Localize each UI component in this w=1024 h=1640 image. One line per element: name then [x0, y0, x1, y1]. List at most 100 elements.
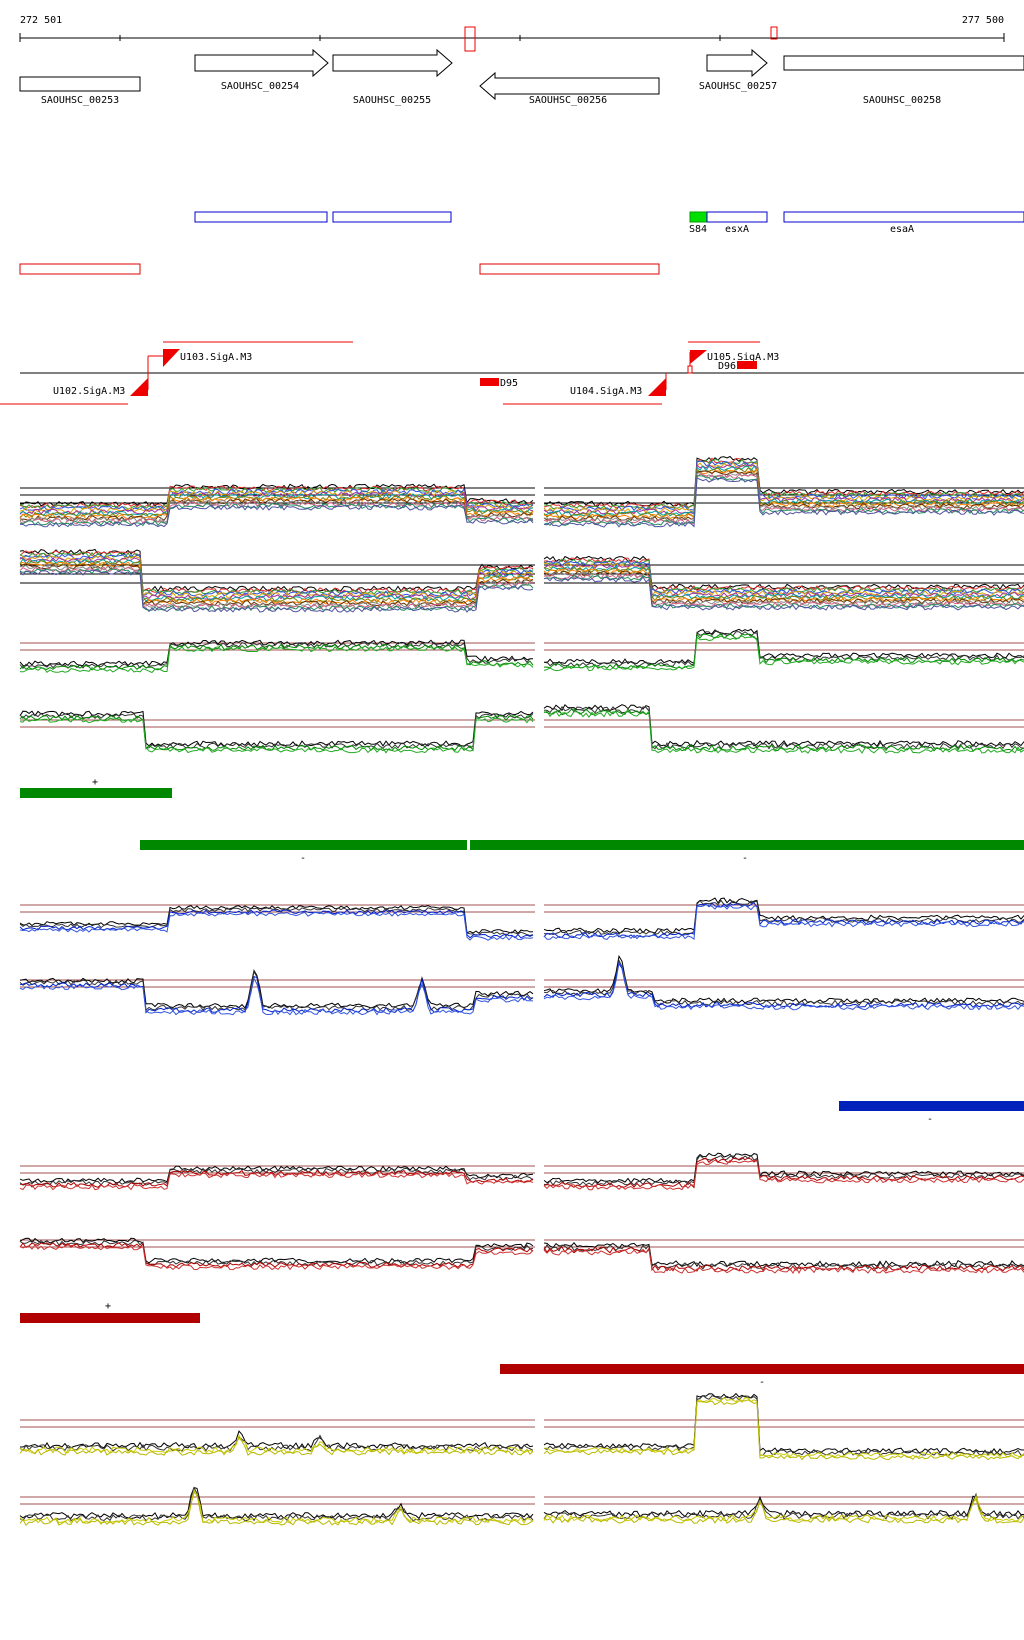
- signal-line: [19, 504, 534, 528]
- signal-line: [543, 563, 1024, 598]
- promoter-arrow[interactable]: [648, 378, 666, 396]
- feature-esxa[interactable]: [706, 211, 768, 223]
- signal-line: [543, 632, 1024, 670]
- gene-track: SAOUHSC_00253 SAOUHSC_00254 SAOUHSC_0025…: [19, 48, 1024, 106]
- signal-line: [543, 1242, 1024, 1268]
- signal-line: [19, 641, 533, 670]
- ruler-start-label: 272 501: [20, 15, 62, 26]
- signal-line: [543, 1157, 1024, 1189]
- feature-box[interactable]: [19, 263, 141, 275]
- ruler-marker: [464, 26, 476, 52]
- signal-line: [19, 977, 534, 1016]
- promoter-track: U103.SigA.M3 U102.SigA.M3 U104.SigA.M3 U…: [0, 341, 1024, 405]
- signal-line: [543, 1392, 1024, 1454]
- segment-strand-label: -: [300, 853, 306, 864]
- signal-line: [19, 1487, 534, 1520]
- promoter-label: U104.SigA.M3: [570, 386, 642, 397]
- signal-line: [19, 717, 534, 754]
- signal-line: [19, 1491, 534, 1527]
- signal-line: [19, 1242, 534, 1269]
- signal-line: [19, 495, 534, 519]
- signal-line: [543, 635, 1024, 672]
- gene-arrow-forward[interactable]: [332, 48, 453, 78]
- feature-label: S84: [689, 224, 707, 235]
- signal-line: [19, 496, 534, 520]
- signal-line: [543, 1497, 1024, 1524]
- signal-line: [19, 551, 534, 596]
- signal-line: [19, 567, 534, 612]
- signal-line: [19, 712, 534, 749]
- signal-line: [19, 1486, 534, 1522]
- feature-box[interactable]: [479, 263, 660, 275]
- feature-track-blue: S84 esxA esaA: [194, 211, 1024, 235]
- signal-line: [19, 975, 534, 1014]
- feature-box[interactable]: [332, 211, 452, 223]
- segment-bar-green[interactable]: [470, 840, 1024, 850]
- ruler-marker: [770, 26, 778, 40]
- feature-track-red: [19, 263, 660, 275]
- signal-line: [543, 1248, 1024, 1274]
- segment-strand-label: -: [759, 1377, 765, 1388]
- gene-label: SAOUHSC_00258: [863, 95, 941, 106]
- signal-line: [543, 573, 1024, 608]
- signal-line: [543, 710, 1024, 754]
- signal-line: [19, 1239, 534, 1266]
- signal-line: [543, 455, 1024, 507]
- signal-line: [543, 958, 1024, 1007]
- signal-line: [19, 485, 534, 509]
- signal-line: [19, 553, 534, 597]
- gene-label: SAOUHSC_00257: [699, 81, 777, 92]
- signal-line: [19, 1167, 534, 1186]
- signal-line: [543, 472, 1024, 524]
- promoter-arrow[interactable]: [163, 349, 180, 367]
- signal-line: [19, 557, 534, 600]
- segment-strand-label: -: [742, 853, 748, 864]
- promoter-label: U105.SigA.M3: [707, 352, 779, 363]
- signal-line: [19, 1434, 534, 1454]
- signal-line: [19, 566, 534, 610]
- segment-bar-red[interactable]: [500, 1364, 1024, 1374]
- terminator-block[interactable]: [480, 378, 499, 386]
- feature-s84[interactable]: [689, 211, 708, 223]
- signal-line: [19, 1237, 534, 1264]
- promoter-arrow[interactable]: [130, 378, 148, 396]
- signal-line: [543, 703, 1024, 748]
- gene-arrow-forward[interactable]: [194, 48, 329, 78]
- segment-bar-blue[interactable]: [839, 1101, 1024, 1111]
- gene-label: SAOUHSC_00253: [41, 95, 119, 106]
- signal-line: [543, 576, 1024, 611]
- signal-line: [19, 558, 534, 602]
- signal-line: [19, 969, 534, 1009]
- signal-line: [19, 646, 534, 674]
- promoter-label: U103.SigA.M3: [180, 352, 252, 363]
- signal-line: [19, 493, 534, 517]
- signal-line: [543, 467, 1024, 519]
- signal-line: [543, 902, 1024, 939]
- promoter-arrow[interactable]: [690, 350, 707, 364]
- signal-line: [19, 550, 534, 594]
- gene-arrow-reverse[interactable]: [479, 71, 660, 101]
- segment-bar-green[interactable]: [20, 788, 172, 798]
- gene-box[interactable]: [19, 76, 141, 92]
- signal-line: [543, 897, 1024, 934]
- gene-box[interactable]: [783, 55, 1024, 71]
- gene-label: SAOUHSC_00256: [529, 95, 607, 106]
- signal-line: [543, 1399, 1024, 1461]
- segmentation-bars: + - - - + -: [20, 777, 1024, 1388]
- segment-bar-red[interactable]: [20, 1313, 200, 1323]
- feature-esaa[interactable]: [783, 211, 1024, 223]
- gene-label: SAOUHSC_00255: [353, 95, 431, 106]
- signal-line: [543, 1154, 1024, 1186]
- gene-arrow-forward[interactable]: [706, 48, 768, 78]
- terminator-label: D95: [500, 378, 518, 389]
- signal-line: [19, 911, 534, 941]
- signal-line: [543, 560, 1024, 595]
- signal-line: [543, 570, 1024, 605]
- signal-line: [19, 1488, 534, 1524]
- segment-bar-green[interactable]: [140, 840, 467, 850]
- segment-strand-label: +: [105, 1301, 111, 1312]
- signal-line: [19, 907, 534, 937]
- terminator-block[interactable]: [737, 361, 757, 369]
- feature-box[interactable]: [194, 211, 328, 223]
